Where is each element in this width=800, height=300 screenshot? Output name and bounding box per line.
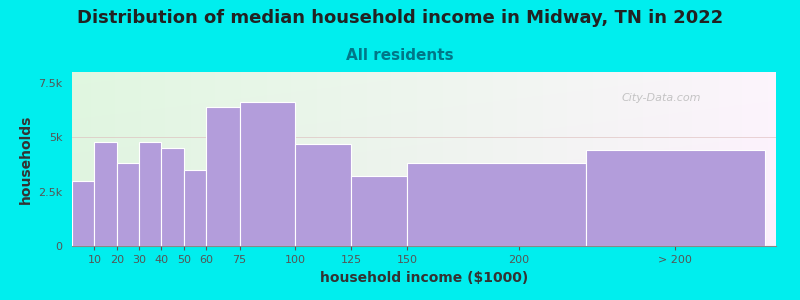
Bar <box>240 102 295 246</box>
Bar <box>94 142 117 246</box>
Text: City-Data.com: City-Data.com <box>621 93 701 103</box>
Bar <box>184 170 206 246</box>
Text: Distribution of median household income in Midway, TN in 2022: Distribution of median household income … <box>77 9 723 27</box>
Bar <box>407 163 586 246</box>
Bar <box>295 144 351 246</box>
Bar <box>586 150 765 246</box>
Text: All residents: All residents <box>346 48 454 63</box>
Bar <box>206 107 240 246</box>
Bar <box>162 148 184 246</box>
Bar <box>72 181 94 246</box>
Y-axis label: households: households <box>18 114 33 204</box>
Bar <box>351 176 407 246</box>
X-axis label: household income ($1000): household income ($1000) <box>320 271 528 285</box>
Bar <box>139 142 162 246</box>
Bar <box>117 163 139 246</box>
